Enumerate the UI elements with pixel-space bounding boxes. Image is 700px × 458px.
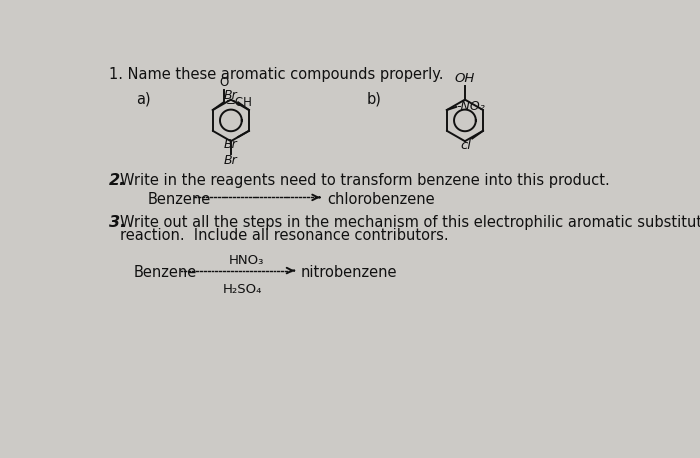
Text: 2.: 2.: [109, 173, 127, 188]
Text: Write in the reagents need to transform benzene into this product.: Write in the reagents need to transform …: [120, 173, 610, 188]
Text: b): b): [367, 92, 382, 107]
Text: Benzene: Benzene: [134, 265, 197, 280]
Text: Benzene: Benzene: [148, 192, 211, 207]
Text: H₂SO₄: H₂SO₄: [223, 283, 262, 296]
Text: reaction.  Include all resonance contributors.: reaction. Include all resonance contribu…: [120, 228, 449, 243]
Text: cl: cl: [461, 139, 471, 152]
Text: O: O: [219, 76, 228, 89]
Text: nitrobenzene: nitrobenzene: [300, 265, 397, 280]
Text: Br: Br: [224, 154, 238, 167]
Text: a): a): [136, 92, 151, 107]
Text: Br: Br: [223, 138, 237, 151]
Text: chlorobenzene: chlorobenzene: [328, 192, 435, 207]
Text: HNO₃: HNO₃: [229, 254, 264, 267]
Text: 1. Name these aromatic compounds properly.: 1. Name these aromatic compounds properl…: [109, 66, 444, 82]
Text: =CH: =CH: [226, 96, 253, 109]
Text: -NO₂: -NO₂: [457, 100, 486, 114]
Text: Write out all the steps in the mechanism of this electrophilic aromatic substitu: Write out all the steps in the mechanism…: [120, 215, 700, 230]
Text: 3.: 3.: [109, 215, 127, 230]
Text: OH: OH: [455, 72, 475, 85]
Text: Br: Br: [223, 88, 237, 102]
